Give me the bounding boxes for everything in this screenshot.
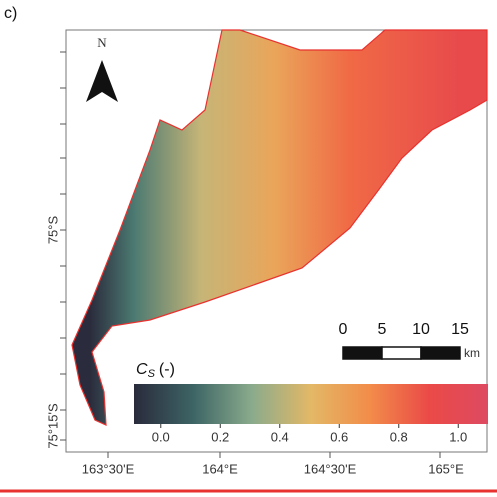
lon-label: 165°E <box>428 461 464 476</box>
scale-unit: km <box>464 346 480 360</box>
scale-tick-label: 15 <box>451 321 469 338</box>
colorbar <box>134 384 488 424</box>
panel-label: c) <box>4 5 17 22</box>
lat-label: 75°15'S <box>45 403 60 449</box>
scale-segment <box>342 346 383 360</box>
axis-ticks <box>60 51 441 458</box>
lon-label: 164°30'E <box>304 461 357 476</box>
colorbar-tick-label: 0.6 <box>330 429 348 444</box>
colorbar-tick-label: 0.4 <box>271 429 289 444</box>
colorbar-label: CS (-) <box>136 361 175 380</box>
lon-label: 163°30'E <box>82 461 135 476</box>
lat-label: 75°S <box>45 216 60 245</box>
colorbar-tick-label: 1.0 <box>449 429 467 444</box>
ice-shelf <box>71 29 488 426</box>
scale-tick-label: 10 <box>412 321 430 338</box>
scale-tick-label: 0 <box>339 321 348 338</box>
scale-tick-label: 5 <box>378 321 387 338</box>
lon-label: 164°E <box>202 461 238 476</box>
colorbar-tick-label: 0.0 <box>152 429 170 444</box>
scale-segment <box>381 346 422 360</box>
north-label: N <box>97 35 107 50</box>
scale-segment <box>420 346 461 360</box>
colorbar-tick-label: 0.8 <box>390 429 408 444</box>
colorbar-tick-label: 0.2 <box>211 429 229 444</box>
north-arrow <box>86 60 118 102</box>
